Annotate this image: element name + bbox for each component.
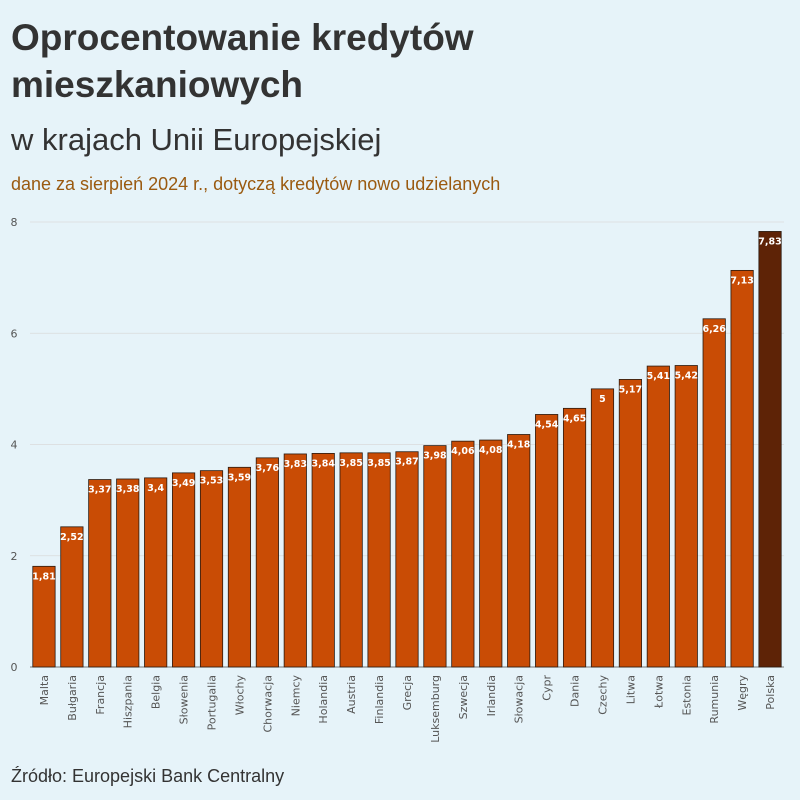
bar	[535, 414, 559, 668]
category-label: Holandia	[317, 675, 330, 724]
category-label: Belgia	[150, 675, 163, 709]
bars	[32, 231, 782, 668]
y-tick-label: 8	[11, 216, 18, 229]
bar-value-label: 3,83	[284, 459, 307, 470]
bar-value-label: 4,18	[507, 439, 531, 450]
category-label: Cypr	[541, 675, 554, 701]
bar	[199, 470, 224, 668]
category-label: Szwecja	[457, 675, 470, 719]
bar	[32, 565, 56, 668]
bar	[144, 477, 168, 668]
y-tick-label: 2	[11, 550, 18, 563]
category-label: Estonia	[680, 675, 693, 716]
y-tick-label: 4	[11, 439, 18, 452]
bar	[590, 388, 615, 668]
category-label: Słowacja	[513, 675, 526, 723]
bar	[367, 452, 391, 668]
bar-value-label: 7,13	[730, 275, 753, 286]
bar-value-label: 3,49	[172, 478, 195, 489]
bar-value-label: 4,08	[479, 445, 503, 456]
category-label: Włochy	[233, 675, 246, 716]
bar-value-label: 3,85	[339, 458, 362, 469]
category-label: Austria	[345, 675, 358, 714]
category-label: Irlandia	[485, 675, 498, 716]
category-label: Litwa	[624, 675, 637, 704]
category-label: Francja	[94, 675, 107, 715]
category-label: Węgry	[736, 675, 749, 711]
category-label: Chorwacja	[261, 675, 274, 733]
bar-value-label: 4,54	[535, 419, 559, 430]
labels: 0 2 4 6 8 1,81 Malta 2,52 Bułgaria 3,37 Francja 3,3…	[11, 216, 782, 743]
bar	[283, 453, 307, 668]
bar	[395, 451, 419, 668]
bar-value-label: 3,53	[200, 476, 223, 487]
bar	[88, 479, 112, 668]
category-label: Rumunia	[708, 675, 721, 724]
category-label: Dania	[569, 675, 582, 707]
bar	[646, 365, 670, 668]
category-label: Luksemburg	[429, 675, 442, 743]
bar-value-label: 3,4	[147, 483, 164, 494]
bar	[758, 231, 782, 668]
category-label: Polska	[764, 675, 777, 710]
category-label: Malta	[38, 675, 51, 705]
bar	[116, 478, 140, 668]
bar	[255, 457, 279, 668]
bar-value-label: 4,65	[563, 413, 586, 424]
bar-value-label: 5,17	[619, 384, 642, 395]
bar-value-label: 3,37	[88, 485, 111, 496]
bar	[172, 472, 196, 668]
source-note: Źródło: Europejski Bank Centralny	[11, 766, 285, 786]
bar	[451, 440, 475, 668]
category-label: Łotwa	[652, 675, 665, 709]
bar	[730, 269, 754, 668]
bar-value-label: 3,59	[228, 472, 251, 483]
bar	[227, 466, 252, 668]
y-tick-label: 0	[11, 661, 18, 674]
bar	[423, 445, 447, 668]
bar-value-label: 6,26	[702, 324, 726, 335]
chart-title: Oprocentowanie kredytów mieszkaniowych	[11, 17, 474, 105]
bar-value-label: 3,38	[116, 484, 140, 495]
bar	[507, 434, 531, 668]
bar	[60, 526, 84, 668]
bar	[562, 407, 587, 668]
bar-value-label: 3,85	[367, 458, 390, 469]
category-label: Finlandia	[373, 675, 386, 724]
y-tick-label: 6	[11, 327, 18, 340]
bar	[339, 452, 363, 668]
category-label: Słowenia	[178, 675, 191, 724]
bar-value-label: 5	[599, 394, 606, 405]
chart-note: dane za sierpień 2024 r., dotyczą kredyt…	[11, 174, 501, 194]
category-label: Portugalia	[206, 675, 219, 730]
category-label: Hiszpania	[122, 675, 135, 728]
category-label: Bułgaria	[66, 675, 79, 721]
bar	[674, 365, 698, 668]
bar-value-label: 3,84	[311, 458, 335, 469]
bar-value-label: 5,42	[675, 371, 698, 382]
bar	[618, 379, 642, 668]
bar	[702, 318, 726, 668]
bar-value-label: 3,87	[395, 457, 418, 468]
chart-subtitle: w krajach Unii Europejskiej	[11, 122, 382, 157]
category-label: Grecja	[401, 675, 414, 710]
category-label: Czechy	[596, 675, 609, 715]
bar-value-label: 7,83	[758, 236, 781, 247]
category-label: Niemcy	[289, 675, 302, 717]
bar-value-label: 1,81	[32, 571, 55, 582]
bar-value-label: 5,41	[647, 371, 670, 382]
bar	[479, 439, 503, 668]
bar-value-label: 3,76	[256, 463, 280, 474]
bar-value-label: 4,06	[451, 446, 475, 457]
bar-value-label: 2,52	[60, 532, 83, 543]
bar	[311, 452, 335, 668]
bar-value-label: 3,98	[423, 451, 447, 462]
